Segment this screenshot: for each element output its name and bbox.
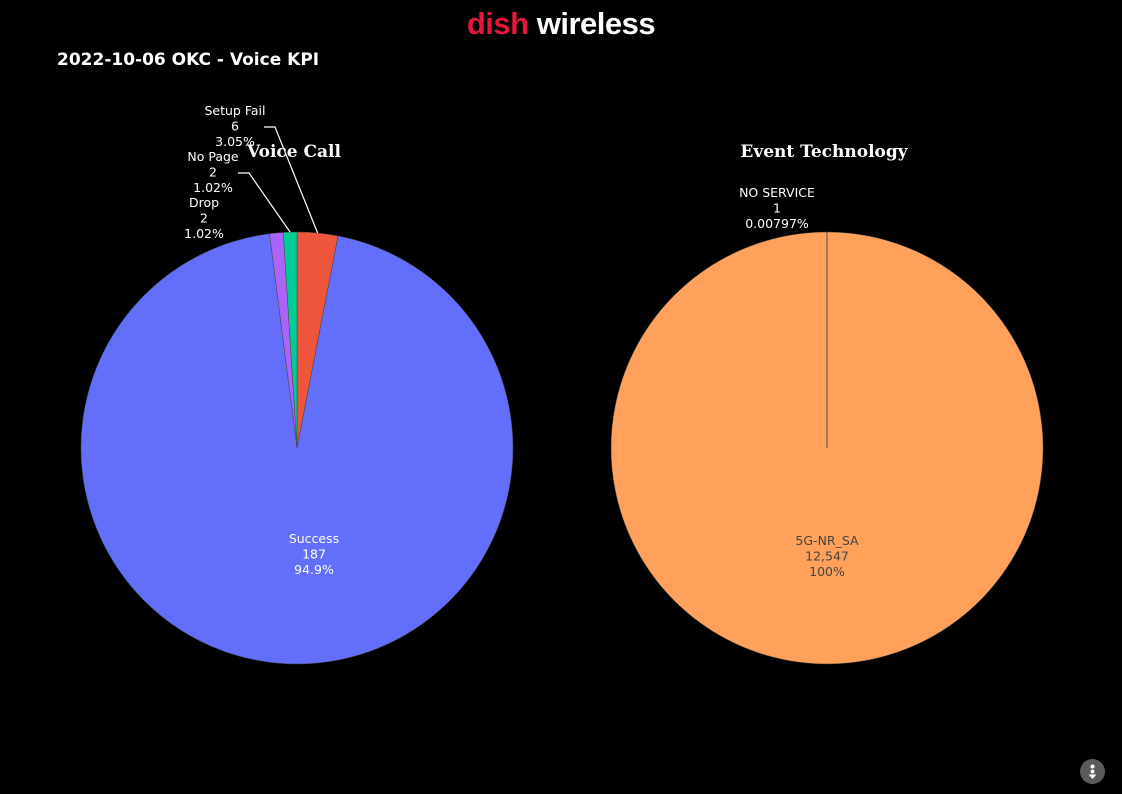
dish-wireless-logo: dish wireless — [0, 6, 1122, 42]
label-no-page: No Page 2 1.02% — [187, 149, 239, 195]
voice-call-title: Voice Call — [246, 142, 342, 162]
label-drop: Drop 2 1.02% — [184, 195, 224, 241]
page-title: 2022-10-06 OKC - Voice KPI — [57, 50, 320, 70]
label-setup-fail: Setup Fail 6 3.05% — [204, 103, 265, 149]
logo-wireless-text: wireless — [536, 6, 656, 41]
voice-call-pie: Setup Fail 6 3.05% Success 187 94.9% Drop 2 1.02… — [80, 103, 514, 665]
label-5g-nr-sa: 5G-NR_SA 12,547 100% — [795, 533, 859, 579]
event-technology-pie: 5G-NR_SA 12,547 100% NO SERVICE 1 0.00797% Ev… — [610, 142, 1044, 665]
label-success: Success 187 94.9% — [289, 531, 339, 577]
leader-setup-fail — [264, 126, 319, 234]
logo-dish-text: dish — [466, 6, 529, 41]
label-no-service: NO SERVICE 1 0.00797% — [739, 185, 815, 231]
event-technology-title: Event Technology — [740, 142, 908, 162]
plotly-modebar-button[interactable] — [1080, 759, 1105, 784]
leader-no-page — [238, 172, 291, 233]
slice-success[interactable] — [80, 233, 514, 665]
plotly-modebar-icon — [1088, 764, 1097, 779]
